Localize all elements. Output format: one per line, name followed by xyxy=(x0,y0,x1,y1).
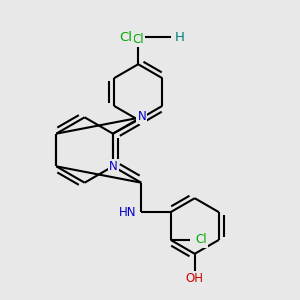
Text: Cl: Cl xyxy=(196,233,207,246)
Text: HN: HN xyxy=(118,206,136,219)
Text: Cl: Cl xyxy=(120,31,133,44)
Text: N: N xyxy=(109,160,118,173)
Text: N: N xyxy=(137,110,146,123)
Text: Cl: Cl xyxy=(132,33,144,46)
Text: OH: OH xyxy=(186,272,204,285)
Text: H: H xyxy=(175,31,185,44)
